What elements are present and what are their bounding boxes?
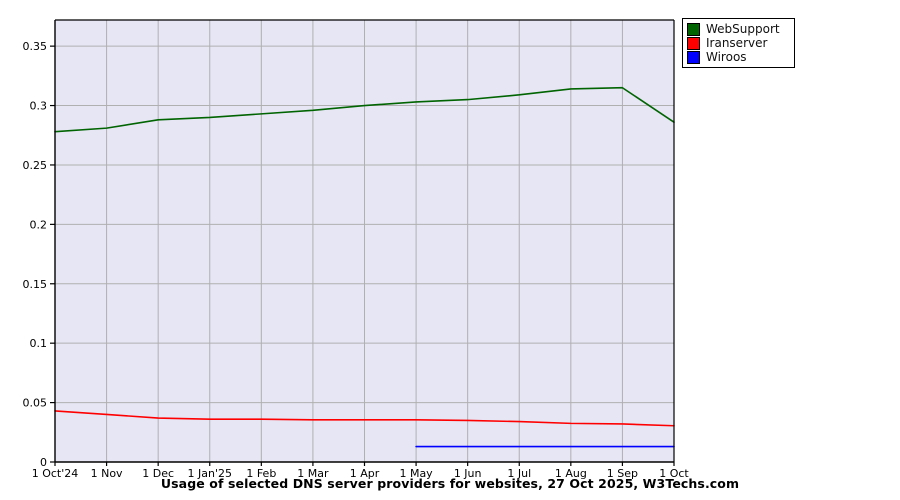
xtick-label: 1 Nov: [91, 467, 123, 480]
chart-legend: WebSupport Iranserver Wiroos: [682, 18, 795, 68]
series-line-websupport: [54, 86, 675, 133]
xtick-label: 1 Apr: [350, 467, 380, 480]
legend-label-iranserver: Iranserver: [706, 36, 768, 50]
legend-item-iranserver: Iranserver: [687, 36, 788, 50]
xtick-label: 1 Jul: [507, 467, 531, 480]
ytick-label: 0.2: [30, 218, 48, 231]
ytick-label: 0.15: [23, 278, 48, 291]
legend-swatch-wiroos: [687, 50, 700, 64]
legend-swatch-iranserver: [687, 36, 700, 50]
xtick-label: 1 Jan'25: [188, 467, 232, 480]
ytick-label: 0: [40, 456, 47, 469]
chart-caption: Usage of selected DNS server providers f…: [160, 476, 740, 491]
ytick-label: 0.25: [23, 159, 48, 172]
xtick-label: 1 Feb: [246, 467, 276, 480]
series-line-iranserver: [54, 410, 675, 427]
xtick-label: 1 Dec: [142, 467, 174, 480]
xtick-label: 1 Sep: [607, 467, 638, 480]
legend-label-websupport: WebSupport: [706, 22, 780, 36]
xtick-label: 1 Jun: [454, 467, 482, 480]
legend-item-wiroos: Wiroos: [687, 50, 788, 64]
legend-label-wiroos: Wiroos: [706, 50, 747, 64]
legend-swatch-websupport: [687, 22, 700, 36]
xtick-label: 1 Mar: [297, 467, 329, 480]
ytick-label: 0.35: [23, 40, 48, 53]
xtick-label: 1 Oct: [659, 467, 689, 480]
ytick-label: 0.1: [30, 337, 48, 350]
ytick-label: 0.05: [23, 397, 48, 410]
xtick-label: 1 Oct'24: [32, 467, 79, 480]
legend-item-websupport: WebSupport: [687, 22, 788, 36]
xtick-label: 1 Aug: [555, 467, 587, 480]
xtick-label: 1 May: [399, 467, 433, 480]
ytick-label: 0.3: [30, 100, 48, 113]
